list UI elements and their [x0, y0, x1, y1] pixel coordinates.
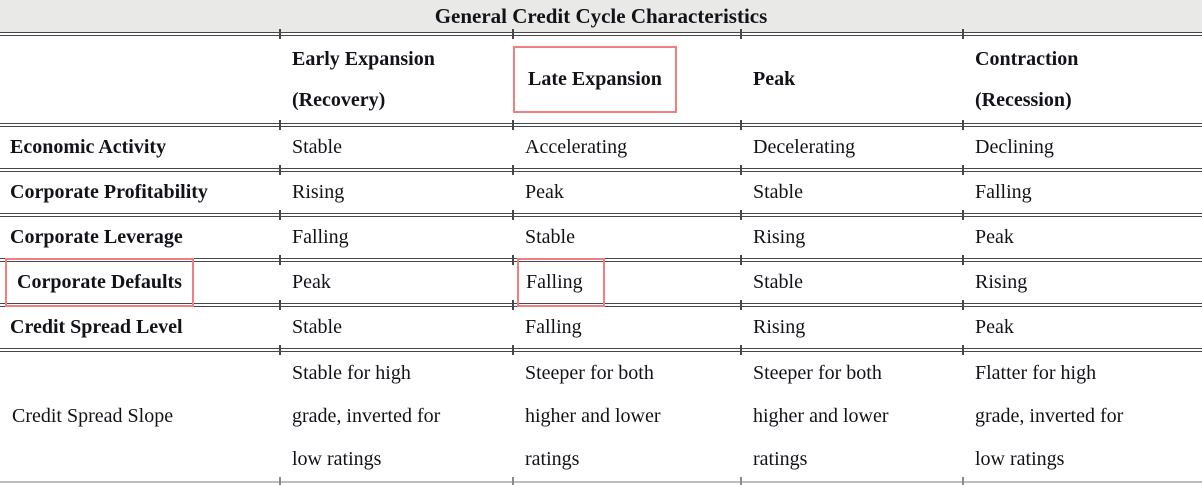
table-row-corporate-leverage: Corporate Leverage Falling Stable Rising… — [0, 208, 1202, 262]
column-header-line: Early Expansion — [292, 47, 435, 70]
row-label: Credit Spread Slope — [0, 350, 280, 483]
table-cell: Peak — [279, 253, 513, 307]
column-header-line: Contraction — [975, 47, 1079, 70]
row-label: Corporate Leverage — [0, 215, 280, 262]
table-cell: Peak — [961, 298, 1202, 352]
table-title: General Credit Cycle Characteristics — [0, 0, 1202, 36]
table-cell: Rising — [279, 163, 513, 217]
table-cell: Stable — [279, 298, 513, 352]
table-row-economic-activity: Economic Activity Stable Accelerating De… — [0, 118, 1202, 172]
corner-cell — [0, 34, 280, 127]
table-cell: Decelerating — [740, 118, 963, 172]
table-cell: Stable — [740, 253, 963, 307]
column-header-late-expansion: Late Expansion — [512, 27, 741, 127]
table-cell: Peak — [512, 163, 741, 217]
row-label: Credit Spread Level — [0, 305, 280, 352]
table-cell: Stable for high grade, inverted for low … — [279, 343, 513, 483]
table-row-credit-spread-level: Credit Spread Level Stable Falling Risin… — [0, 298, 1202, 352]
table-row-corporate-profitability: Corporate Profitability Rising Peak Stab… — [0, 163, 1202, 217]
table-cell: Accelerating — [512, 118, 741, 172]
table-cell: Falling — [512, 253, 741, 307]
table-cell: Rising — [961, 253, 1202, 307]
row-label-text: Corporate Defaults — [17, 271, 182, 293]
column-header-early-expansion: Early Expansion (Recovery) — [279, 27, 513, 127]
column-header-contraction: Contraction (Recession) — [961, 27, 1202, 127]
highlight-box-falling-cell: Falling — [517, 258, 605, 307]
table-cell: Steeper for both higher and lower rating… — [740, 343, 963, 483]
row-label: Corporate Defaults — [0, 258, 280, 307]
table-row-credit-spread-slope: Credit Spread Slope Stable for high grad… — [0, 343, 1202, 483]
table-title-row: General Credit Cycle Characteristics — [0, 0, 1202, 36]
column-header-line: (Recession) — [975, 88, 1072, 111]
table-cell: Stable — [279, 118, 513, 172]
table-cell: Falling — [961, 163, 1202, 217]
column-header-peak: Peak — [740, 27, 963, 127]
table-cell: Rising — [740, 208, 963, 262]
highlight-box-late-expansion: Late Expansion — [513, 46, 677, 113]
table-cell: Falling — [512, 298, 741, 352]
table-row-corporate-defaults: Corporate Defaults Peak Falling Stable R… — [0, 253, 1202, 307]
table-cell: Peak — [961, 208, 1202, 262]
highlight-box-corporate-defaults: Corporate Defaults — [5, 258, 194, 307]
table-cell: Declining — [961, 118, 1202, 172]
table-cell: Stable — [512, 208, 741, 262]
table-cell: Flatter for high grade, inverted for low… — [961, 343, 1202, 483]
column-header-line: Peak — [753, 68, 796, 90]
table-cell: Stable — [740, 163, 963, 217]
row-label: Economic Activity — [0, 125, 280, 172]
table-cell: Steeper for both higher and lower rating… — [512, 343, 741, 483]
column-header-line: Late Expansion — [528, 68, 662, 90]
table-cell-text: Falling — [526, 271, 583, 293]
column-header-line: (Recovery) — [292, 88, 386, 111]
table-header-row: Early Expansion (Recovery) Late Expansion… — [0, 27, 1202, 127]
table-cell: Falling — [279, 208, 513, 262]
row-label: Corporate Profitability — [0, 170, 280, 217]
table-cell: Rising — [740, 298, 963, 352]
